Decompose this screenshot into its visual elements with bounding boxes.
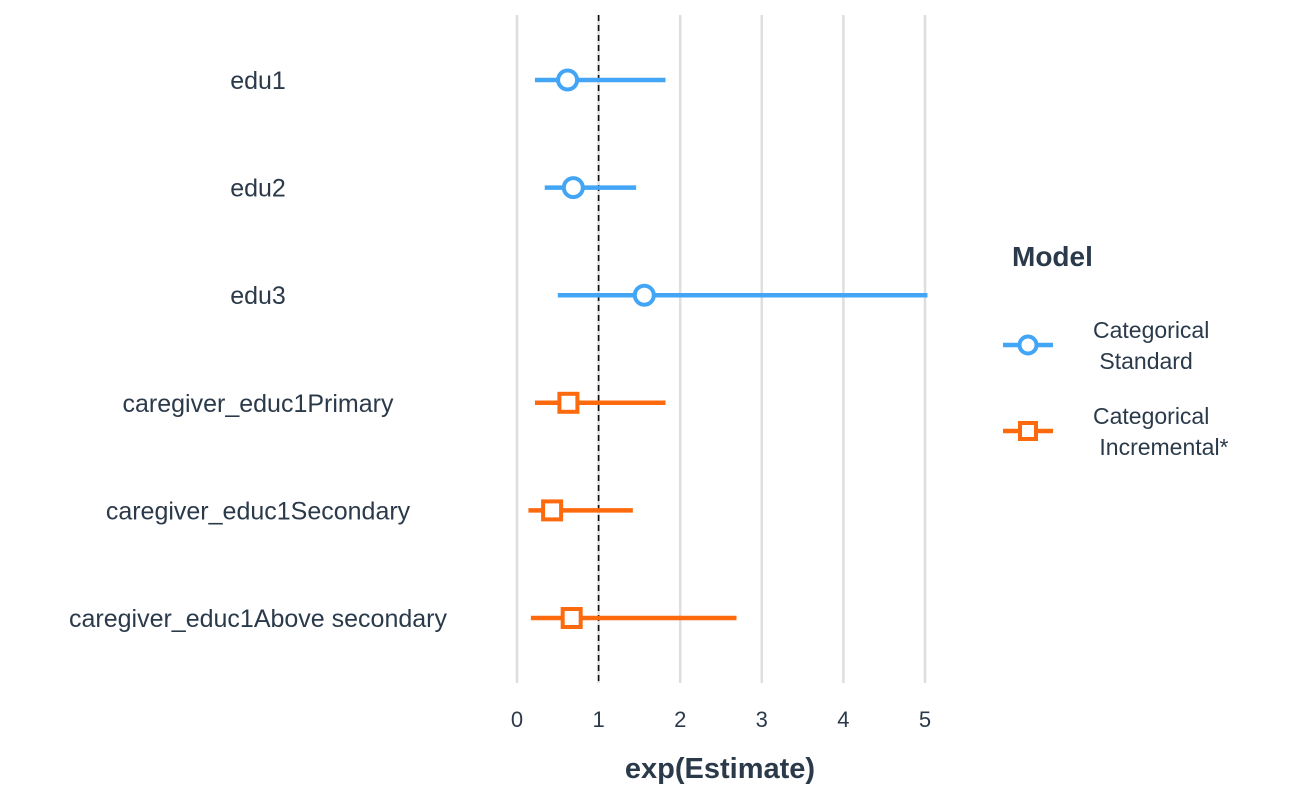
legend-label-line: Categorical — [1093, 317, 1209, 343]
legend-circle-0 — [1017, 334, 1039, 356]
legend-label-1: Categorical Incremental* — [1093, 403, 1229, 460]
legend-title: Model — [1012, 241, 1093, 272]
point-square-1-2 — [560, 607, 583, 629]
y-label-3: caregiver_educ1Primary — [123, 390, 394, 418]
x-tick-label-1: 1 — [592, 707, 604, 732]
legend-label-0: Categorical Standard — [1093, 317, 1209, 374]
x-axis-ticks: 0 1 2 3 4 5 — [511, 707, 931, 732]
y-label-1: edu2 — [230, 175, 286, 203]
grid-lines — [515, 15, 927, 683]
point-circle-0-1 — [561, 176, 585, 200]
y-label-5: caregiver_educ1Above secondary — [69, 605, 448, 633]
x-tick-label-4: 4 — [837, 707, 849, 732]
legend-label-line: Standard — [1093, 348, 1193, 374]
y-label-0: edu1 — [230, 67, 286, 95]
point-square-1-0 — [557, 391, 580, 414]
legend-label-line: Incremental* — [1093, 434, 1229, 460]
x-axis-title: exp(Estimate) — [625, 753, 815, 785]
legend-square-1 — [1018, 421, 1038, 441]
legend-label-line: Categorical — [1093, 403, 1209, 429]
point-circle-0-0 — [556, 68, 580, 92]
point-square-1-1 — [541, 499, 564, 522]
x-tick-label-0: 0 — [511, 707, 523, 732]
x-tick-label-3: 3 — [756, 707, 768, 732]
y-label-2: edu3 — [230, 282, 286, 310]
y-label-4: caregiver_educ1Secondary — [106, 497, 411, 525]
data-marks — [528, 68, 928, 629]
y-axis-labels: edu1 edu2 edu3 caregiver_educ1Primarycaregi… — [69, 67, 448, 633]
point-circle-0-2 — [632, 283, 656, 307]
x-tick-label-2: 2 — [674, 707, 686, 732]
x-tick-label-5: 5 — [919, 707, 931, 732]
